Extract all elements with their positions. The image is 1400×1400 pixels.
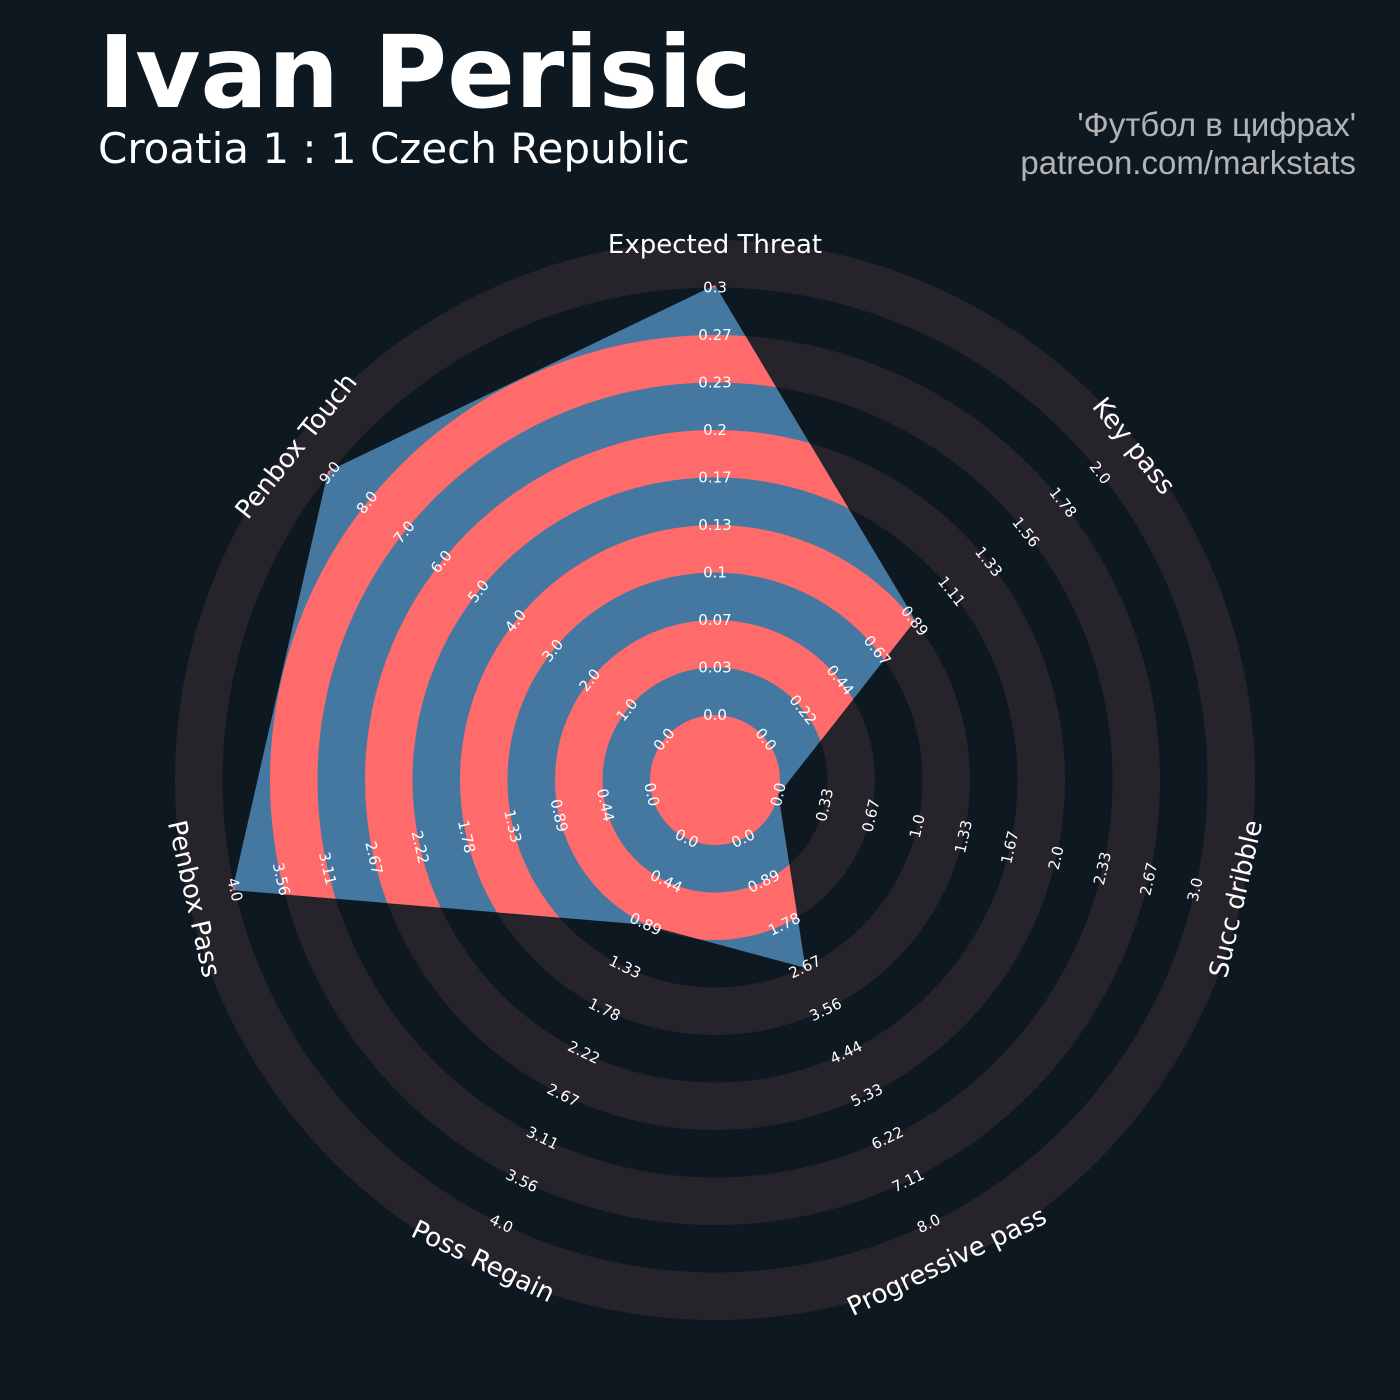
tick-label: 0.0 bbox=[640, 781, 663, 808]
tick-label: 0.2 bbox=[703, 421, 727, 439]
polygon-center-disc bbox=[650, 715, 780, 845]
tick-label: 0.1 bbox=[703, 564, 727, 582]
tick-label: 3.0 bbox=[1184, 876, 1207, 903]
credit-block: 'Футбол в цифрах' patreon.com/markstats bbox=[1020, 106, 1356, 182]
tick-label: 1.0 bbox=[906, 813, 929, 840]
tick-label: 4.0 bbox=[223, 876, 246, 903]
tick-label: 0.13 bbox=[698, 516, 731, 534]
param-label: Expected Threat bbox=[608, 230, 822, 260]
tick-label: 0.0 bbox=[703, 706, 727, 724]
tick-label: 0.23 bbox=[698, 374, 731, 392]
tick-label: 0.07 bbox=[698, 611, 731, 629]
tick-label: 0.17 bbox=[698, 469, 731, 487]
tick-label: 0.0 bbox=[767, 781, 790, 808]
tick-label: 0.03 bbox=[698, 659, 731, 677]
credit-link: patreon.com/markstats bbox=[1020, 144, 1356, 181]
match-subtitle: Croatia 1 : 1 Czech Republic bbox=[98, 124, 690, 173]
player-title: Ivan Perisic bbox=[98, 14, 752, 131]
credit-source: 'Футбол в цифрах' bbox=[1077, 106, 1356, 143]
tick-label: 2.0 bbox=[1045, 844, 1068, 871]
tick-label: 0.27 bbox=[698, 326, 731, 344]
tick-label: 0.3 bbox=[703, 279, 727, 297]
